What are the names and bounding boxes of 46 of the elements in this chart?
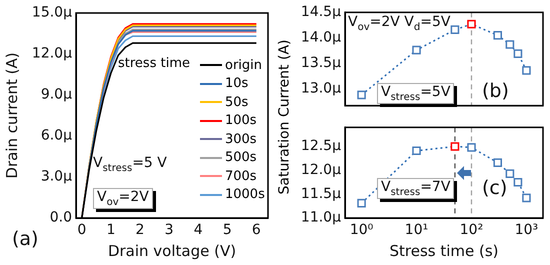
x-tick-label: 6	[252, 222, 261, 238]
annotation: V$_{stress}$=7V	[377, 178, 454, 199]
legend-label: 500s	[224, 150, 257, 166]
legend-label: 50s	[224, 94, 248, 110]
y-tick-label: 13.0µ	[300, 80, 342, 96]
x-tick-label: 4	[194, 222, 203, 238]
y-axis-title: Saturation Current (A)	[276, 40, 292, 194]
y-tick-label: 0.0	[50, 210, 72, 226]
y-tick-label: 14.5µ	[300, 4, 342, 20]
x-tick-label: 0	[77, 222, 86, 238]
y-tick-label: 13.5µ	[300, 54, 342, 71]
x-tick-label: 2	[136, 222, 144, 238]
y-axis-title: Drain current (A)	[2, 52, 21, 179]
y-tick-label: 6.0µ	[40, 128, 72, 144]
legend-label: 300s	[224, 132, 257, 147]
x-tick-label: 10²	[460, 222, 484, 238]
y-tick-label: 9.0µ	[40, 86, 72, 103]
legend-label: 700s	[224, 168, 257, 184]
y-tick-label: 14.0µ	[300, 30, 342, 46]
annotation: V$_{stress}$=5 V	[93, 155, 167, 174]
y-tick-label: 15.0µ	[32, 4, 72, 21]
x-tick-label: 10¹	[404, 222, 428, 238]
legend-label: origin	[224, 58, 262, 73]
x-tick-label: 1	[106, 222, 116, 238]
legend-label: 100s	[224, 113, 257, 128]
legend-label: 1000s	[224, 187, 265, 202]
x-tick-label: 10⁰	[350, 222, 374, 238]
annotation: (b)	[482, 80, 509, 102]
x-tick-label: 5	[222, 222, 232, 238]
x-axis-title: Drain voltage (V)	[108, 242, 236, 260]
legend-label: 10s	[224, 76, 248, 92]
x-axis-title: Stress time (s)	[389, 242, 499, 260]
y-tick-label: 12.5µ	[300, 138, 342, 154]
x-tick-label: 3	[164, 222, 174, 238]
y-tick-label: 12.0µ	[32, 46, 72, 62]
legend-title: stress time	[118, 56, 190, 71]
y-tick-label: 11.0µ	[300, 210, 342, 226]
annotation: V$_{ov}$=2V	[93, 188, 153, 209]
annotation: (c)	[482, 177, 508, 199]
annotation: V$_{stress}$=5V	[377, 83, 454, 104]
y-tick-label: 12.0µ	[300, 162, 342, 178]
text: (a)	[12, 228, 38, 250]
x-tick-label: 10³	[514, 222, 538, 238]
y-tick-label: 3.0µ	[40, 168, 72, 185]
y-tick-label: 11.5µ	[300, 186, 342, 202]
annotation: V$_{ov}$=2V V$_{d}$=5V	[348, 14, 450, 33]
